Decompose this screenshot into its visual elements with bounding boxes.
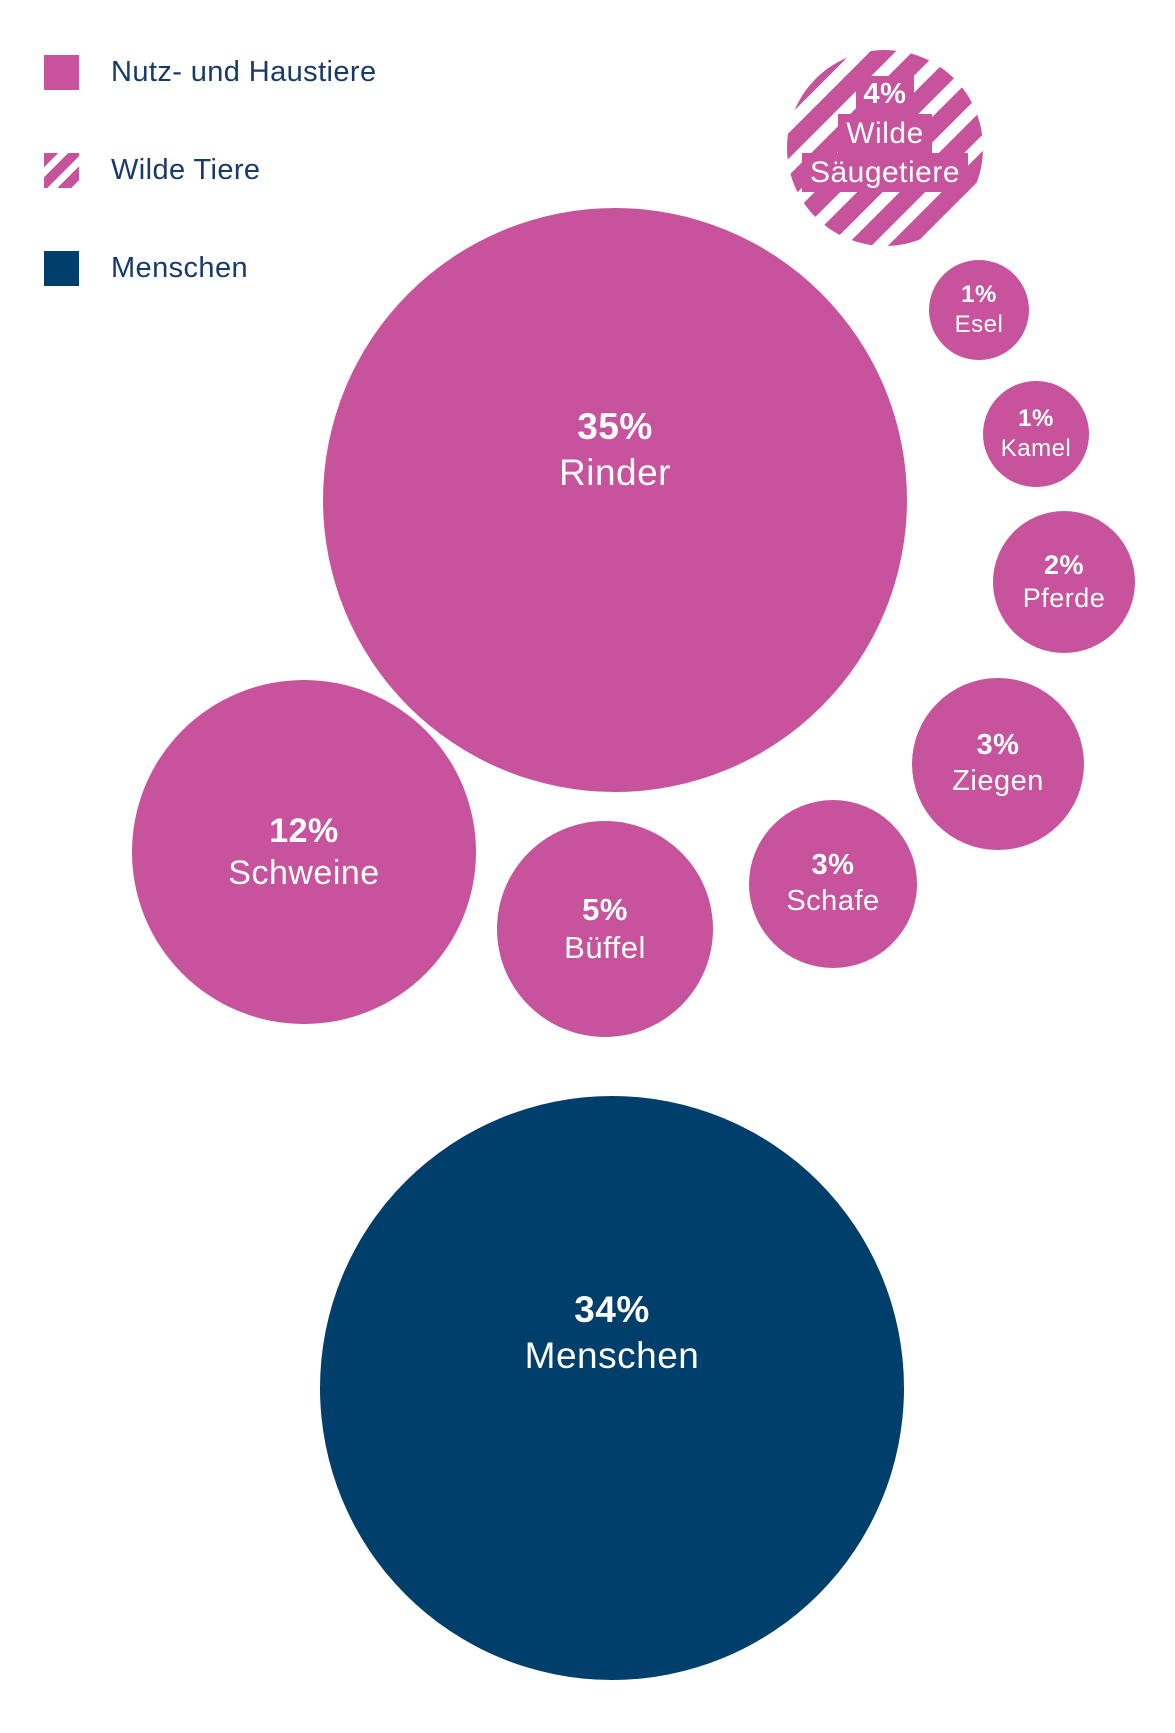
bubble-name: Ziegen bbox=[952, 765, 1044, 797]
bubble-bueffel: 5% Büffel bbox=[497, 821, 713, 1037]
legend-swatch-solid-blue bbox=[44, 251, 79, 286]
bubble-esel: 1% Esel bbox=[929, 260, 1029, 360]
legend-label: Wilde Tiere bbox=[111, 154, 261, 186]
bubble-menschen: 34% Menschen bbox=[320, 1096, 904, 1680]
bubble-name: Rinder bbox=[559, 452, 671, 493]
bubble-percent: 12% bbox=[269, 811, 339, 850]
bubble-label-block: 1% Kamel bbox=[1001, 404, 1072, 464]
bubble-name: Schweine bbox=[228, 854, 380, 892]
bubble-label-block: 5% Büffel bbox=[564, 891, 646, 968]
bubble-percent: 5% bbox=[582, 891, 628, 927]
bubble-wilde-saeugetiere: 4% Wilde Säugetiere bbox=[787, 50, 983, 246]
bubble-pferde: 2% Pferde bbox=[993, 511, 1135, 653]
legend-swatch-striped-pink bbox=[44, 153, 79, 188]
legend: Nutz- und Haustiere Wilde Tiere Menschen bbox=[44, 55, 377, 349]
bubble-label-block: 3% Ziegen bbox=[952, 728, 1044, 800]
bubble-name: Menschen bbox=[524, 1335, 700, 1376]
bubble-label-block: 3% Schafe bbox=[786, 848, 879, 920]
legend-item-menschen: Menschen bbox=[44, 251, 377, 286]
bubble-percent: 34% bbox=[574, 1289, 650, 1331]
bubble-ziegen: 3% Ziegen bbox=[912, 678, 1084, 850]
bubble-label-block: 12% Schweine bbox=[228, 810, 379, 894]
bubble-kamel: 1% Kamel bbox=[983, 381, 1089, 487]
bubble-rinder: 35% Rinder bbox=[323, 208, 907, 792]
bubble-label-block: 1% Esel bbox=[955, 280, 1004, 340]
bubble-label-block: 2% Pferde bbox=[1023, 549, 1106, 616]
bubble-name: Schafe bbox=[786, 885, 880, 917]
bubble-name: Wilde bbox=[838, 113, 932, 153]
bubble-label-block: 35% Rinder bbox=[559, 404, 671, 496]
legend-label: Nutz- und Haustiere bbox=[111, 56, 377, 88]
bubble-label-block: 4% Wilde Säugetiere bbox=[801, 75, 969, 193]
bubble-name: Pferde bbox=[1022, 583, 1106, 613]
bubble-schweine: 12% Schweine bbox=[132, 680, 476, 1024]
bubble-percent: 3% bbox=[811, 849, 855, 882]
bubble-schafe: 3% Schafe bbox=[749, 800, 917, 968]
bubble-percent: 35% bbox=[577, 406, 653, 448]
legend-swatch-solid-pink bbox=[44, 55, 79, 90]
bubble-label-block: 34% Menschen bbox=[525, 1287, 700, 1379]
bubble-percent: 3% bbox=[976, 729, 1020, 762]
bubble-percent: 2% bbox=[1043, 549, 1085, 580]
legend-label: Menschen bbox=[111, 252, 248, 284]
bubble-percent: 1% bbox=[1018, 405, 1054, 433]
legend-item-nutztiere: Nutz- und Haustiere bbox=[44, 55, 377, 90]
bubble-name: Säugetiere bbox=[801, 152, 969, 193]
bubble-name: Kamel bbox=[1000, 435, 1072, 462]
bubble-name: Büffel bbox=[564, 930, 646, 965]
legend-item-wilde-tiere: Wilde Tiere bbox=[44, 153, 377, 188]
bubble-percent: 1% bbox=[961, 281, 997, 309]
bubble-percent: 4% bbox=[855, 75, 915, 114]
bubble-name: Esel bbox=[954, 311, 1004, 338]
